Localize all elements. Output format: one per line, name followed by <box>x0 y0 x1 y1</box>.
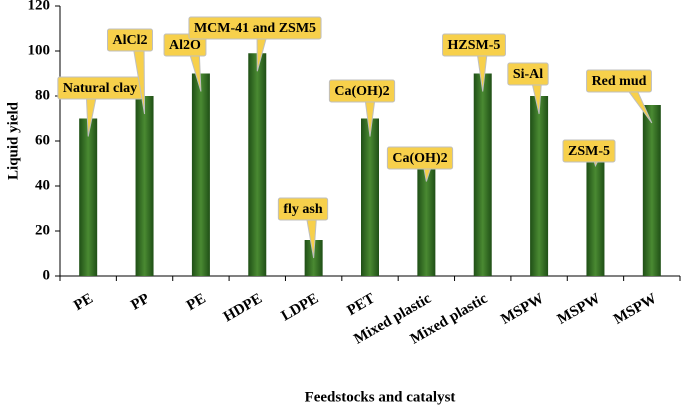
y-tick-label: 100 <box>28 42 51 58</box>
callout: Ca(OH)2 <box>386 146 454 182</box>
annotation: Ca(OH)2 <box>392 151 447 166</box>
bar <box>530 96 549 276</box>
x-axis-title: Feedstocks and catalyst <box>305 389 456 405</box>
annotation: Ca(OH)2 <box>334 84 389 99</box>
callout: Si-Al <box>507 62 549 115</box>
bar <box>248 53 267 276</box>
annotation: Al2O <box>169 38 201 53</box>
y-tick-label: 40 <box>35 177 50 193</box>
bar <box>361 118 379 276</box>
bar <box>191 73 210 276</box>
callout-box <box>328 79 396 103</box>
callout-box <box>442 33 506 57</box>
callout-box <box>562 139 616 163</box>
x-tick-label: MSPW <box>611 291 659 328</box>
y-tick-label: 0 <box>43 267 51 283</box>
y-axis-title: Liquid yield <box>5 101 21 180</box>
y-tick-label: 80 <box>35 87 50 103</box>
callout: Red mud <box>586 69 653 124</box>
annotation: AlCl2 <box>113 33 148 48</box>
annotation: ZSM-5 <box>568 144 610 159</box>
x-tick-label: MSPW <box>555 291 603 328</box>
bar <box>417 163 436 276</box>
x-tick-label: HDPE <box>221 291 265 326</box>
callout: Natural clay <box>57 76 143 137</box>
x-tick-label: MSPW <box>498 291 546 328</box>
callout: Al2O <box>163 33 207 92</box>
bar <box>79 118 98 276</box>
x-tick-label: PE <box>71 291 96 314</box>
callout: MCM-41 and ZSM5 <box>188 16 322 72</box>
x-tick-label: PET <box>344 291 377 319</box>
x-tick-label: LDPE <box>279 291 322 325</box>
callout-box <box>277 197 329 221</box>
y-tick-label: 20 <box>35 222 50 238</box>
callout: fly ash <box>277 197 329 259</box>
x-tick-label: PE <box>184 291 209 314</box>
callout-box <box>386 146 454 170</box>
callout: ZSM-5 <box>562 139 616 168</box>
annotation: Red mud <box>592 74 647 89</box>
y-tick-label: 60 <box>35 132 50 148</box>
bar <box>135 96 154 276</box>
y-tick-label: 120 <box>28 0 51 13</box>
callout-box <box>586 69 652 93</box>
callout-box <box>188 16 322 40</box>
callout: HZSM-5 <box>442 33 506 92</box>
annotation: fly ash <box>283 202 323 217</box>
bar <box>642 105 661 276</box>
annotation: Natural clay <box>63 81 137 96</box>
bar <box>473 73 492 276</box>
x-tick-label: PP <box>128 291 152 314</box>
callout: AlCl2 <box>107 28 153 115</box>
annotation: HZSM-5 <box>448 38 501 53</box>
callout-box <box>107 28 153 52</box>
annotation: Si-Al <box>513 67 543 82</box>
annotation: MCM-41 and ZSM5 <box>194 21 316 36</box>
bar <box>586 147 605 276</box>
callout-box <box>507 62 549 86</box>
callout: Ca(OH)2 <box>328 79 396 137</box>
